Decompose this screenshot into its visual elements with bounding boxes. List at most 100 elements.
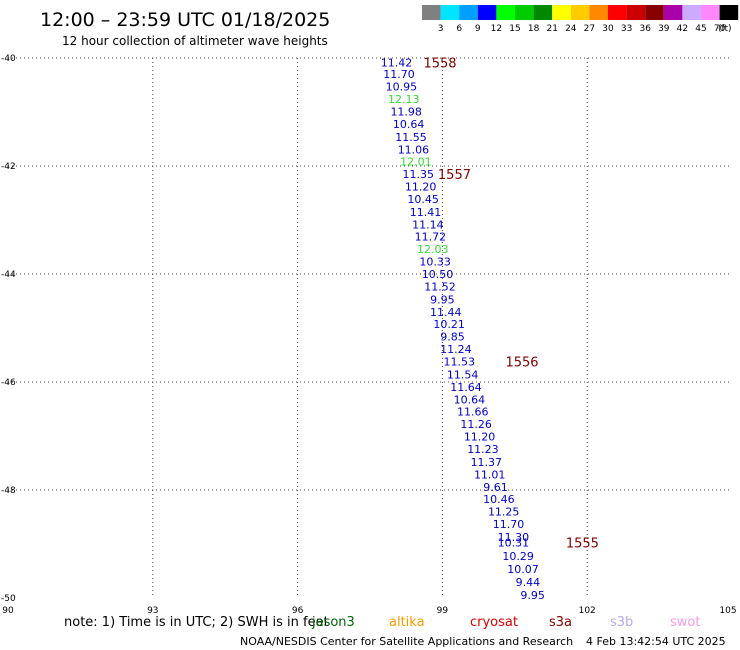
wave-height-label: 9.44 bbox=[516, 576, 541, 589]
legend-label: 30 bbox=[602, 24, 614, 34]
wave-height-label: 11.42 bbox=[381, 56, 413, 69]
color-legend: 3 6 9 12 15 18 21 24 27 30 33 36 39 42 45 70(ft) bbox=[422, 5, 739, 34]
wave-height-label: 11.20 bbox=[405, 181, 437, 194]
x-tick-label: 99 bbox=[437, 606, 449, 616]
y-tick-label: -40 bbox=[1, 54, 16, 64]
y-tick-label: -46 bbox=[1, 378, 16, 388]
wave-height-label: 11.98 bbox=[390, 105, 422, 118]
wave-height-label: 11.14 bbox=[412, 218, 444, 231]
legend-swatch bbox=[645, 5, 664, 20]
legend-swatch bbox=[422, 5, 441, 20]
legend-label: 24 bbox=[565, 24, 577, 34]
legend-swatch bbox=[589, 5, 608, 20]
wave-height-label: 10.95 bbox=[386, 81, 418, 94]
legend-swatch bbox=[496, 5, 515, 20]
wave-height-label: 11.06 bbox=[398, 143, 430, 156]
legend-swatch bbox=[570, 5, 590, 20]
y-tick-label: -48 bbox=[1, 486, 16, 496]
legend-swatch bbox=[608, 5, 627, 20]
legend-swatch bbox=[533, 5, 553, 20]
pass-labels: 1558 1557 1556 1555 bbox=[423, 56, 598, 551]
wave-height-points: 11.4211.7010.9512.1311.9810.6411.5511.06… bbox=[381, 56, 545, 601]
satellite-name: jason3 bbox=[311, 615, 355, 630]
legend-swatch bbox=[440, 5, 460, 20]
legend-label: 15 bbox=[509, 24, 520, 34]
wave-height-label: 10.07 bbox=[507, 563, 539, 576]
x-tick-label: 105 bbox=[719, 606, 736, 616]
wave-height-label: 11.44 bbox=[430, 306, 462, 319]
wave-height-label: 11.37 bbox=[471, 456, 503, 469]
footer-note: note: 1) Time is in UTC; 2) SWH is in fe… bbox=[64, 615, 329, 630]
wave-height-label: 10.64 bbox=[454, 393, 486, 406]
legend-label: 36 bbox=[639, 24, 651, 34]
legend-label: 21 bbox=[546, 24, 557, 34]
wave-height-label: 9.85 bbox=[440, 331, 465, 344]
wave-height-label: 11.70 bbox=[493, 518, 525, 531]
legend-label: 18 bbox=[528, 24, 540, 34]
y-tick-label: -50 bbox=[1, 594, 16, 604]
legend-swatch bbox=[626, 5, 646, 20]
grid-lines bbox=[8, 57, 732, 598]
wave-height-label: 11.24 bbox=[440, 343, 472, 356]
pass-number-label: 1555 bbox=[566, 536, 599, 551]
wave-height-label: 10.46 bbox=[483, 493, 515, 506]
pass-number-label: 1558 bbox=[423, 56, 456, 71]
satellite-name: s3b bbox=[610, 615, 633, 630]
wave-height-label: 11.35 bbox=[403, 168, 435, 181]
legend-swatch bbox=[663, 5, 683, 20]
y-tick-label: -44 bbox=[1, 270, 16, 280]
x-tick-label: 102 bbox=[579, 606, 596, 616]
wave-height-label: 11.66 bbox=[457, 406, 489, 419]
legend-swatch bbox=[477, 5, 497, 20]
legend-label: 12 bbox=[491, 24, 502, 34]
satellite-name: cryosat bbox=[470, 615, 518, 630]
wave-height-label: 12.13 bbox=[388, 93, 420, 106]
legend-label: 6 bbox=[456, 24, 462, 34]
pass-number-label: 1557 bbox=[438, 168, 471, 183]
legend-label: 9 bbox=[475, 24, 481, 34]
x-tick-label: 96 bbox=[292, 606, 304, 616]
legend-swatch bbox=[459, 5, 478, 20]
wave-height-label: 12.03 bbox=[417, 243, 449, 256]
y-tick-label: -42 bbox=[1, 162, 16, 172]
satellite-legend: jason3 altika cryosat s3a s3b swot bbox=[311, 615, 700, 630]
legend-label: 33 bbox=[621, 24, 632, 34]
chart-subtitle: 12 hour collection of altimeter wave hei… bbox=[62, 34, 328, 48]
satellite-name: altika bbox=[389, 615, 425, 630]
wave-height-label: 9.95 bbox=[520, 589, 545, 602]
chart-title: 12:00 – 23:59 UTC 01/18/2025 bbox=[40, 9, 330, 31]
footer-credit: NOAA/NESDIS Center for Satellite Applica… bbox=[240, 635, 573, 648]
legend-label: 42 bbox=[677, 24, 688, 34]
wave-height-label: 11.70 bbox=[383, 68, 415, 81]
wave-height-label: 9.95 bbox=[430, 293, 455, 306]
wave-height-label: 11.20 bbox=[464, 431, 496, 444]
satellite-name: s3a bbox=[549, 615, 572, 630]
legend-swatch bbox=[682, 5, 701, 20]
legend-label: 27 bbox=[584, 24, 595, 34]
legend-label: 45 bbox=[695, 24, 706, 34]
x-tick-label: 90 bbox=[2, 606, 14, 616]
legend-unit: (ft) bbox=[718, 24, 732, 34]
wave-height-label: 10.64 bbox=[393, 118, 425, 131]
legend-label: 70 bbox=[714, 24, 726, 34]
x-tick-label: 93 bbox=[147, 606, 158, 616]
wave-height-label: 12.01 bbox=[400, 156, 432, 169]
wave-height-label: 11.55 bbox=[395, 131, 427, 144]
wave-height-label: 11.25 bbox=[488, 506, 520, 519]
wave-height-label: 11.30 bbox=[498, 531, 530, 544]
pass-number-label: 1556 bbox=[505, 355, 538, 370]
axis-ticks: 90 93 96 99 102 105 -40 -42 -44 -46 -48 -50 bbox=[1, 54, 737, 616]
wave-height-label: 10.45 bbox=[407, 193, 439, 206]
legend-label: 39 bbox=[658, 24, 670, 34]
legend-swatch bbox=[701, 5, 720, 20]
legend-swatch bbox=[552, 5, 571, 20]
wave-height-label: 10.29 bbox=[502, 550, 534, 563]
wave-height-label: 11.53 bbox=[444, 355, 476, 368]
wave-height-label: 11.26 bbox=[460, 418, 492, 431]
wave-height-label: 11.01 bbox=[474, 468, 506, 481]
wave-height-label: 10.50 bbox=[422, 268, 454, 281]
legend-swatch bbox=[515, 5, 534, 20]
footer-timestamp: 4 Feb 13:42:54 UTC 2025 bbox=[586, 635, 726, 648]
wave-height-label: 10.31 bbox=[498, 536, 530, 549]
